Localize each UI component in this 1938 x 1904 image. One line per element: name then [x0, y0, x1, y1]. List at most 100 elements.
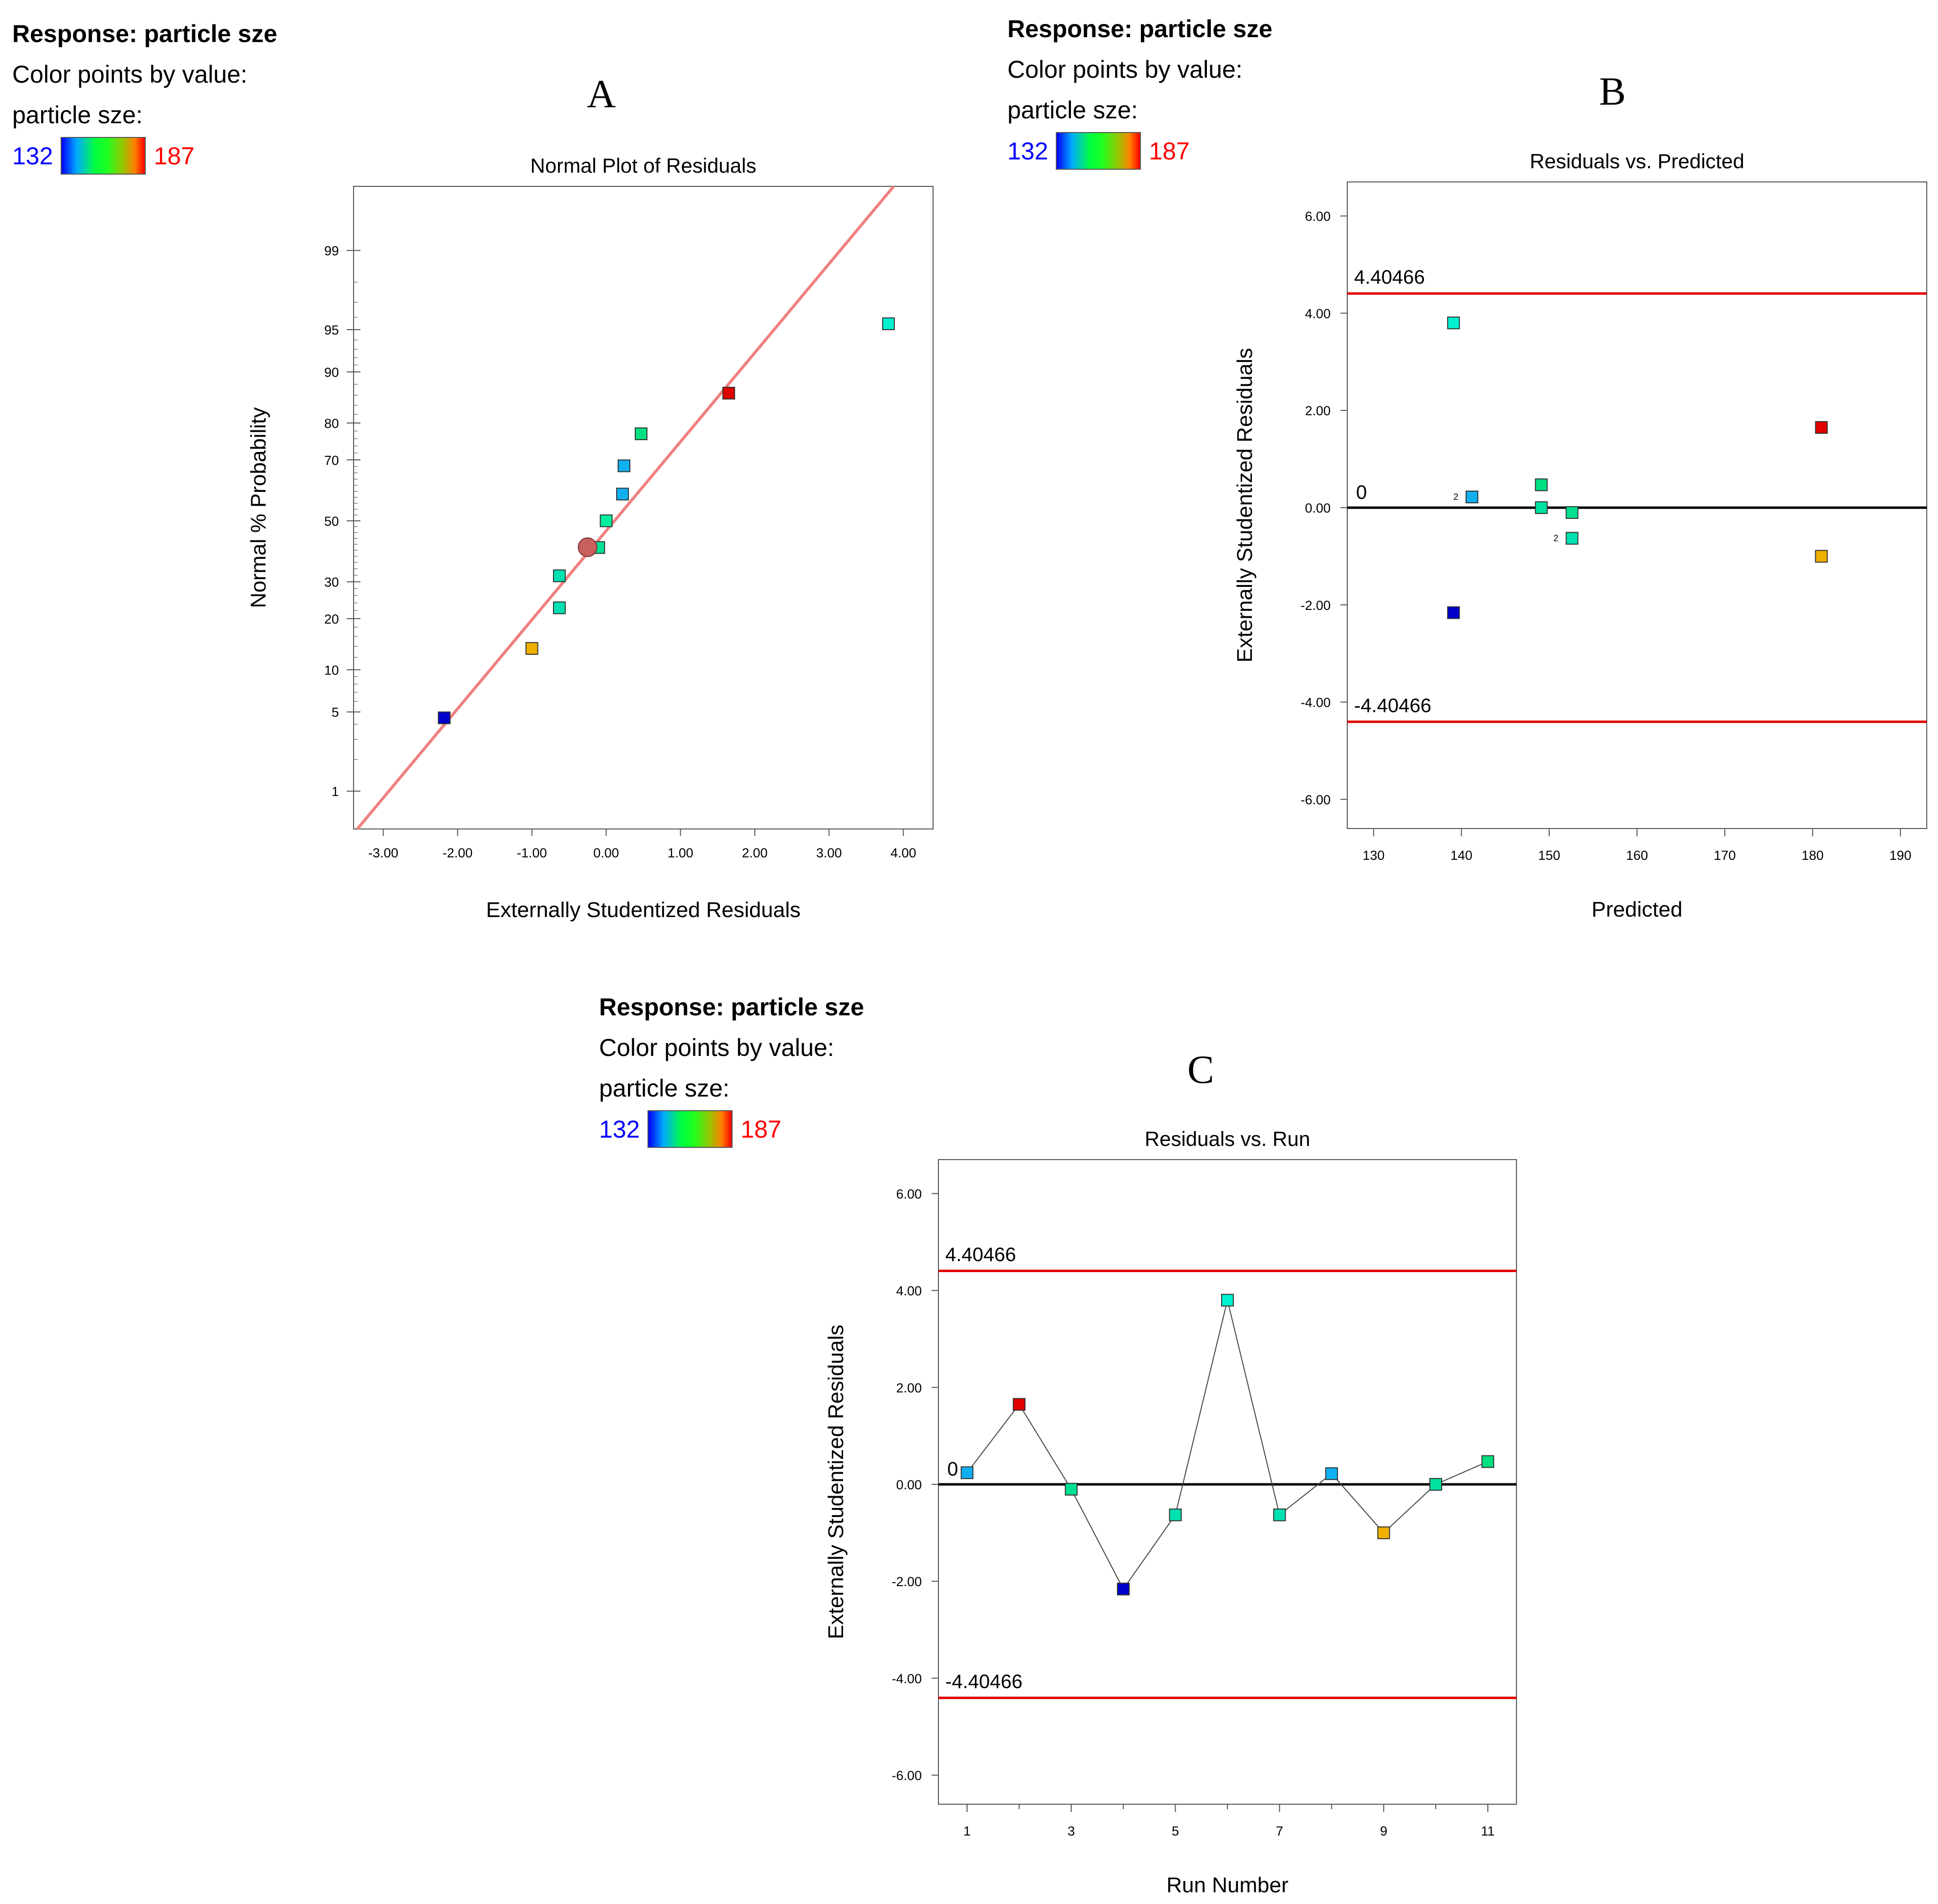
x-tick-label: 160 — [1626, 848, 1648, 863]
legend-b: Response: particle sze Color points by v… — [1007, 9, 1272, 171]
upper-limit-label: 4.40466 — [945, 1244, 1016, 1265]
legend-max: 187 — [740, 1115, 781, 1143]
y-tick-label: -2.00 — [1300, 598, 1331, 613]
data-point — [1535, 501, 1548, 514]
y-tick-label: 0.00 — [896, 1478, 922, 1492]
x-tick-label: 5 — [1172, 1824, 1179, 1838]
legend-response-label: Response: particle sze — [599, 993, 864, 1021]
chart-b: Residuals vs. Predicted Predicted External… — [1233, 150, 1927, 921]
x-tick-label: 3 — [1068, 1824, 1075, 1838]
plot-frame — [1347, 181, 1927, 829]
chart-title: Normal Plot of Residuals — [530, 154, 756, 177]
y-tick-label: 95 — [324, 323, 339, 337]
legend-color-scale: 132 187 — [599, 1109, 864, 1149]
x-tick-label: 4.00 — [891, 846, 916, 860]
reference-line — [356, 185, 895, 830]
legend-color-by: Color points by value: — [1007, 56, 1243, 83]
x-tick-label: -1.00 — [517, 846, 547, 860]
y-tick-label: 50 — [324, 514, 339, 529]
data-point — [525, 642, 538, 655]
y-tick-label: -6.00 — [891, 1769, 922, 1783]
legend-min: 132 — [599, 1115, 640, 1143]
panel-label-b: B — [1599, 69, 1626, 113]
y-tick-label: 2.00 — [896, 1381, 922, 1395]
x-tick-label: 170 — [1714, 848, 1736, 863]
data-point — [616, 488, 629, 501]
data-point — [1325, 1467, 1338, 1480]
y-tick-label: 10 — [324, 663, 339, 677]
legend-response-label: Response: particle sze — [12, 20, 277, 47]
data-point — [618, 459, 630, 472]
legend-variable: particle sze: — [599, 1075, 730, 1102]
data-point — [1565, 532, 1579, 545]
data-point — [1117, 1583, 1130, 1596]
data-point — [1535, 478, 1548, 492]
data-point — [722, 386, 735, 400]
x-tick-label: 2.00 — [742, 846, 768, 860]
x-axis-label: Run Number — [1166, 1873, 1288, 1897]
data-point — [1273, 1508, 1286, 1522]
zero-label: 0 — [947, 1458, 958, 1480]
x-tick-label: -2.00 — [443, 846, 473, 860]
y-tick-label: 4.00 — [1305, 306, 1331, 321]
y-axis-label: Externally Studentized Residuals — [824, 1324, 848, 1639]
chart-title: Residuals vs. Run — [1145, 1127, 1310, 1150]
legend-a: Response: particle sze Color points by v… — [12, 14, 277, 176]
y-tick-label: 90 — [324, 365, 339, 380]
lower-limit-label: -4.40466 — [1354, 695, 1431, 717]
data-point — [1815, 550, 1828, 563]
x-axis-label: Predicted — [1592, 897, 1683, 921]
y-tick-label: 2.00 — [1305, 403, 1331, 418]
legend-c: Response: particle sze Color points by v… — [599, 987, 864, 1149]
panel-label-a: A — [587, 71, 616, 116]
upper-limit-label: 4.40466 — [1354, 267, 1425, 288]
chart-c: Residuals vs. Run Run Number Externally St… — [824, 1127, 1517, 1897]
data-point — [1481, 1455, 1494, 1468]
data-point — [1013, 1398, 1026, 1411]
series-line — [966, 1300, 1488, 1590]
y-tick-label: -4.00 — [1300, 695, 1331, 710]
x-tick-label: 7 — [1276, 1824, 1283, 1838]
data-point — [882, 317, 895, 331]
data-point — [1221, 1294, 1234, 1307]
data-point — [438, 711, 451, 724]
data-point — [1815, 421, 1828, 434]
x-tick-label: 190 — [1890, 848, 1912, 863]
data-point — [1429, 1478, 1442, 1491]
data-point — [600, 514, 613, 527]
y-tick-label: 20 — [324, 612, 339, 627]
y-tick-label: 6.00 — [896, 1187, 922, 1201]
y-tick-label: 1 — [332, 784, 339, 799]
legend-variable: particle sze: — [12, 101, 143, 129]
legend-max: 187 — [154, 142, 195, 170]
plot-frame — [353, 186, 934, 829]
x-tick-label: 1.00 — [668, 846, 693, 860]
y-tick-label: 99 — [324, 244, 339, 258]
data-point — [1065, 1482, 1078, 1496]
multiplicity-label: 2 — [1453, 492, 1458, 502]
legend-color-scale: 132 187 — [12, 135, 277, 176]
x-tick-label: 130 — [1362, 848, 1384, 863]
legend-color-by: Color points by value: — [599, 1034, 834, 1061]
x-axis-label: Externally Studentized Residuals — [486, 898, 801, 922]
legend-gradient-bar — [61, 137, 146, 175]
y-tick-label: 80 — [324, 416, 339, 431]
data-point — [960, 1466, 974, 1479]
zero-label: 0 — [1356, 482, 1367, 503]
x-tick-label: 11 — [1481, 1824, 1494, 1838]
panel-label-c: C — [1187, 1047, 1214, 1092]
y-tick-label: 5 — [332, 705, 339, 720]
x-tick-label: 150 — [1538, 848, 1560, 863]
y-tick-label: -2.00 — [891, 1574, 922, 1589]
data-point — [1465, 491, 1478, 504]
x-tick-label: 3.00 — [816, 846, 842, 860]
data-point — [1169, 1508, 1182, 1522]
data-point — [634, 427, 647, 440]
center-marker — [578, 537, 598, 557]
y-tick-label: 0.00 — [1305, 501, 1331, 515]
legend-color-scale: 132 187 — [1007, 131, 1272, 171]
lower-limit-label: -4.40466 — [945, 1671, 1023, 1692]
x-tick-label: 0.00 — [593, 846, 619, 860]
data-point — [553, 569, 566, 582]
